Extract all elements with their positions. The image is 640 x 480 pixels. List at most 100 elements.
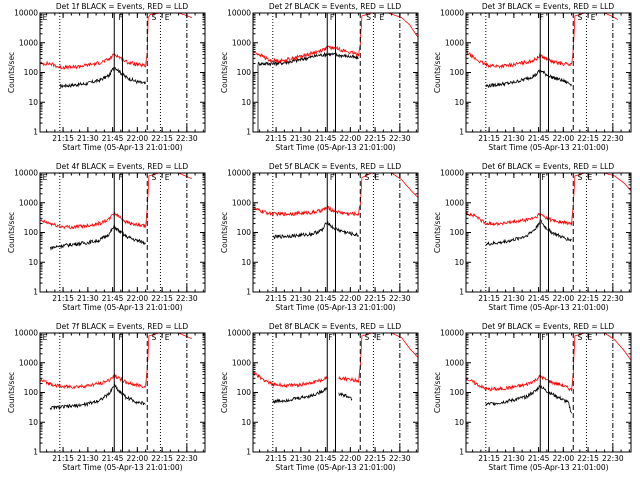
det-4f-panel: Det 4f BLACK = Events, RED = LLD E F S E 1 10 1…	[0, 160, 213, 320]
x-tick-label: 22:30	[602, 294, 624, 303]
region-label: E	[376, 333, 381, 342]
series-events	[485, 69, 572, 89]
series-events	[49, 223, 146, 251]
region-label: S	[578, 333, 583, 342]
series-events	[49, 383, 146, 411]
region-label: F	[330, 173, 334, 182]
x-tick-label: 22:00	[127, 454, 149, 463]
y-axis-label: Counts/sec	[220, 52, 229, 93]
x-axis-label: Start Time (05-Apr-13 21:01:00)	[275, 303, 395, 312]
region-label: S	[366, 13, 371, 22]
region-label: S	[365, 173, 370, 182]
region-label: E	[165, 173, 170, 182]
x-tick-label: 21:30	[503, 294, 525, 303]
y-tick-label: 10	[241, 98, 251, 107]
region-label: E	[43, 333, 48, 342]
region-label: F	[330, 13, 334, 22]
y-tick-label: 1000	[19, 358, 38, 367]
region-label: F	[541, 173, 545, 182]
y-tick-label: 100	[24, 228, 39, 237]
y-tick-label: 10000	[14, 329, 38, 338]
x-tick-label: 22:00	[553, 134, 575, 143]
x-tick-label: 21:45	[528, 294, 550, 303]
x-tick-label: 21:30	[290, 294, 312, 303]
y-axis-label: Counts/sec	[7, 212, 16, 253]
y-tick-label: 100	[237, 68, 252, 77]
y-tick-label: 10	[28, 98, 38, 107]
x-tick-label: 22:15	[364, 294, 386, 303]
y-tick-label: 10	[241, 418, 251, 427]
series-events	[272, 221, 359, 240]
x-axis-label: Start Time (05-Apr-13 21:01:00)	[62, 463, 182, 472]
y-tick-label: 1	[246, 288, 251, 297]
x-tick-label: 21:30	[77, 294, 99, 303]
x-tick-label: 21:45	[102, 134, 124, 143]
y-tick-label: 1	[33, 448, 38, 457]
x-tick-label: 21:15	[52, 294, 74, 303]
region-label: S	[578, 173, 583, 182]
region-label: F	[328, 333, 332, 342]
y-tick-label: 10000	[440, 9, 464, 18]
y-tick-label: 10	[28, 418, 38, 427]
chart-title: Det 9f BLACK = Events, RED = LLD	[482, 322, 615, 331]
chart-title: Det 4f BLACK = Events, RED = LLD	[56, 162, 189, 171]
y-tick-label: 100	[24, 68, 39, 77]
y-tick-label: 10	[454, 258, 464, 267]
y-tick-label: 1000	[232, 198, 251, 207]
x-tick-label: 22:15	[151, 454, 173, 463]
region-label: F	[119, 173, 123, 182]
x-tick-label: 21:15	[52, 134, 74, 143]
region-label: S	[152, 173, 157, 182]
det-8f-panel: Det 8f BLACK = Events, RED = LLD F S E 1 10 10…	[213, 320, 426, 480]
y-tick-label: 100	[450, 228, 465, 237]
x-tick-label: 21:45	[315, 454, 337, 463]
det-6f-panel: Det 6f BLACK = Events, RED = LLD F S E 1 10 10…	[426, 160, 639, 320]
x-tick-label: 22:15	[364, 134, 386, 143]
y-tick-label: 1000	[445, 358, 464, 367]
det-3f-panel: Det 3f BLACK = Events, RED = LLD F S E 1 10 10…	[426, 0, 639, 160]
y-tick-label: 10000	[14, 169, 38, 178]
y-tick-label: 1	[459, 288, 464, 297]
x-axis-label: Start Time (05-Apr-13 21:01:00)	[275, 143, 395, 152]
y-tick-label: 100	[450, 68, 465, 77]
y-tick-label: 10000	[14, 9, 38, 18]
y-tick-label: 10000	[227, 329, 251, 338]
y-tick-label: 100	[237, 388, 252, 397]
x-tick-label: 22:15	[151, 294, 173, 303]
x-tick-label: 22:00	[553, 454, 575, 463]
region-label: E	[43, 13, 48, 22]
y-tick-label: 1000	[19, 198, 38, 207]
x-tick-label: 21:15	[478, 454, 500, 463]
chart-title: Det 2f BLACK = Events, RED = LLD	[269, 2, 402, 11]
region-label: E	[43, 173, 48, 182]
det-9f-plot: Det 9f BLACK = Events, RED = LLD F S E 1 10 10…	[433, 322, 632, 472]
y-tick-label: 1000	[445, 38, 464, 47]
y-axis-label: Counts/sec	[433, 372, 442, 413]
y-tick-label: 10000	[440, 329, 464, 338]
y-tick-label: 10	[241, 258, 251, 267]
region-label: S	[152, 13, 157, 22]
region-label: F	[119, 13, 123, 22]
x-tick-label: 22:00	[340, 134, 362, 143]
x-tick-label: 21:45	[528, 134, 550, 143]
region-label: S	[578, 13, 583, 22]
series-events	[272, 386, 328, 404]
x-tick-label: 22:15	[364, 454, 386, 463]
x-tick-label: 22:00	[340, 294, 362, 303]
region-label: F	[540, 13, 544, 22]
x-tick-label: 22:30	[389, 134, 411, 143]
x-axis-label: Start Time (05-Apr-13 21:01:00)	[488, 303, 608, 312]
x-tick-label: 22:30	[389, 454, 411, 463]
x-tick-label: 21:30	[503, 134, 525, 143]
y-tick-label: 1	[246, 128, 251, 137]
det-3f-plot: Det 3f BLACK = Events, RED = LLD F S E 1 10 10…	[433, 2, 632, 152]
x-tick-label: 22:15	[151, 134, 173, 143]
region-label: F	[541, 333, 545, 342]
y-tick-label: 10	[28, 258, 38, 267]
x-tick-label: 21:45	[315, 294, 337, 303]
x-tick-label: 21:30	[290, 454, 312, 463]
series-events-segment	[338, 392, 353, 401]
y-tick-label: 1	[459, 448, 464, 457]
